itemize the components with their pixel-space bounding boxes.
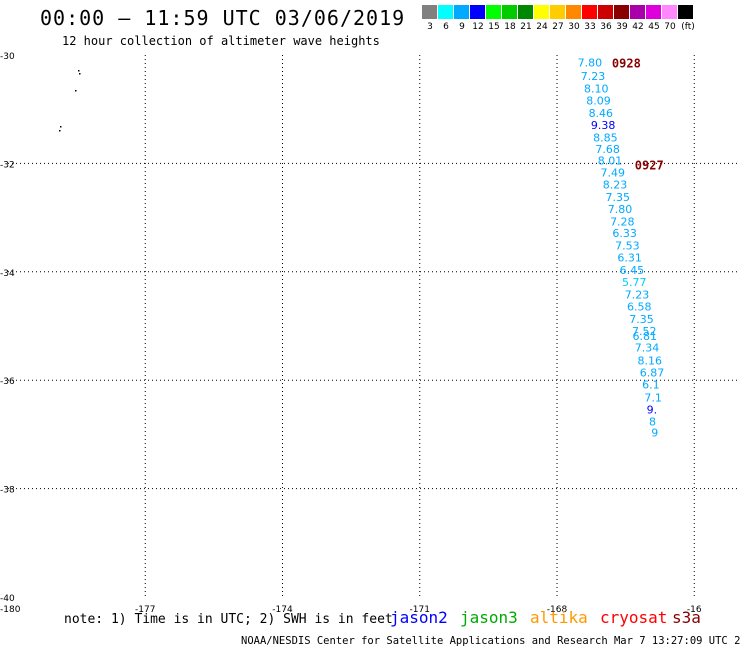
legend-swatch [518, 5, 534, 19]
swh-data-label: 6.33 [612, 227, 637, 240]
legend-swatch [566, 5, 582, 19]
map-dot [75, 90, 77, 92]
swh-data-label: 6.31 [617, 252, 642, 265]
swh-data-label: 7.80 [578, 57, 603, 70]
legend-label: 21 [520, 22, 532, 32]
x-tick-label: -171 [410, 605, 430, 615]
map-dot [59, 130, 61, 132]
map-dot [60, 126, 62, 128]
legend-swatch [662, 5, 678, 19]
map-dot [79, 73, 81, 75]
swh-data-label: 8.46 [589, 107, 614, 120]
y-tick-label: -34 [0, 269, 15, 279]
legend-swatch [534, 5, 550, 19]
swh-data-label: 8.23 [603, 178, 628, 191]
legend-label: 27 [552, 22, 564, 32]
footer-note: note: 1) Time is in UTC; 2) SWH is in fe… [64, 612, 393, 627]
legend-swatch [646, 5, 662, 19]
legend-label: (ft) [681, 22, 695, 32]
swh-data-label: 6.45 [620, 264, 645, 277]
swh-data-label: 7.68 [595, 143, 620, 156]
swh-data-label: 7.1 [644, 391, 662, 404]
satellite-jason2: jason2 [390, 608, 448, 627]
legend-label: 70 [664, 22, 676, 32]
swh-data-label: 8.01 [598, 155, 623, 168]
x-tick-label: -168 [547, 605, 568, 615]
swh-data-label: 7.52 [632, 325, 657, 338]
swh-data-label: 7.28 [610, 215, 635, 228]
color-legend-labels: 3 6 9 12 15 18 21 24 27 30 33 36 39 42 45 70 (ft) [422, 22, 740, 34]
legend-label: 39 [616, 22, 628, 32]
x-tick-label: -16 [687, 605, 702, 615]
legend-swatch [678, 5, 694, 19]
chart-subtitle: 12 hour collection of altimeter wave hei… [62, 34, 380, 48]
legend-swatch [598, 5, 614, 19]
legend-label: 36 [600, 22, 612, 32]
legend-label: 45 [648, 22, 660, 32]
legend-swatch [614, 5, 630, 19]
legend-label: 24 [536, 22, 548, 32]
legend-swatch [438, 5, 454, 19]
legend-label: 15 [488, 22, 500, 32]
legend-swatch [630, 5, 646, 19]
chart-title: 00:00 – 11:59 UTC 03/06/2019 [40, 6, 406, 30]
swh-data-label: 9 [651, 427, 658, 440]
satellite-altika: altika [530, 608, 588, 627]
swh-data-label: 7.80 [608, 203, 633, 216]
x-tick-label: -174 [272, 605, 293, 615]
swh-data-label: 8.16 [638, 355, 663, 368]
swh-data-label: 7.34 [635, 342, 660, 355]
y-tick-label: -40 [0, 594, 15, 604]
legend-swatch [454, 5, 470, 19]
legend-swatch [486, 5, 502, 19]
legend-label: 42 [632, 22, 644, 32]
x-tick-label: -180 [0, 605, 21, 615]
legend-label: 6 [443, 22, 449, 32]
swh-data-label: 6.87 [640, 367, 665, 380]
satellite-cryosat: cryosat [600, 608, 668, 627]
legend-swatch [502, 5, 518, 19]
satellite-jason3: jason3 [460, 608, 518, 627]
y-tick-label: -38 [0, 486, 15, 496]
y-tick-label: -32 [0, 160, 15, 170]
map-dot [78, 70, 80, 72]
satellite-s3a: s3a [672, 608, 701, 627]
footer-credit: NOAA/NESDIS Center for Satellite Applica… [241, 635, 740, 647]
swh-data-label: 8 [649, 415, 656, 428]
swh-data-label: 9.38 [591, 119, 616, 132]
swh-data-label: 7.23 [625, 288, 650, 301]
legend-swatch [550, 5, 566, 19]
legend-label: 12 [472, 22, 484, 32]
x-tick-label: -177 [135, 605, 155, 615]
time-label: 0927 [635, 158, 664, 172]
swh-data-label: 8.85 [593, 131, 618, 144]
y-tick-label: -30 [0, 52, 15, 62]
time-label: 0928 [612, 57, 641, 71]
swh-data-label: 9. [647, 403, 658, 416]
swh-data-label: 8.09 [586, 94, 611, 107]
legend-label: 9 [459, 22, 465, 32]
legend-swatch [470, 5, 486, 19]
swh-data-label: 6.81 [632, 330, 657, 343]
swh-data-label: 7.35 [605, 191, 630, 204]
legend-swatch [422, 5, 438, 19]
legend-label: 18 [504, 22, 516, 32]
swh-data-label: 6.58 [627, 300, 652, 313]
swh-data-label: 5.77 [622, 276, 647, 289]
swh-data-label: 7.23 [581, 70, 606, 83]
color-legend [422, 5, 694, 19]
swh-data-label: 7.53 [615, 240, 640, 253]
legend-label: 30 [568, 22, 580, 32]
y-tick-label: -36 [0, 377, 15, 387]
swh-data-label: 8.10 [584, 83, 609, 96]
swh-data-label: 7.35 [629, 313, 654, 326]
legend-label: 33 [584, 22, 596, 32]
legend-swatch [582, 5, 598, 19]
swh-data-label: 6.1 [642, 378, 660, 391]
swh-data-label: 7.49 [600, 167, 625, 180]
legend-label: 3 [427, 22, 433, 32]
